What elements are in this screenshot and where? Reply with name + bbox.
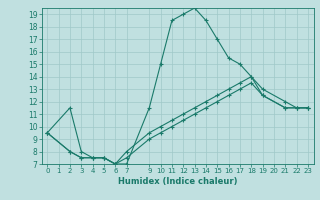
X-axis label: Humidex (Indice chaleur): Humidex (Indice chaleur) bbox=[118, 177, 237, 186]
